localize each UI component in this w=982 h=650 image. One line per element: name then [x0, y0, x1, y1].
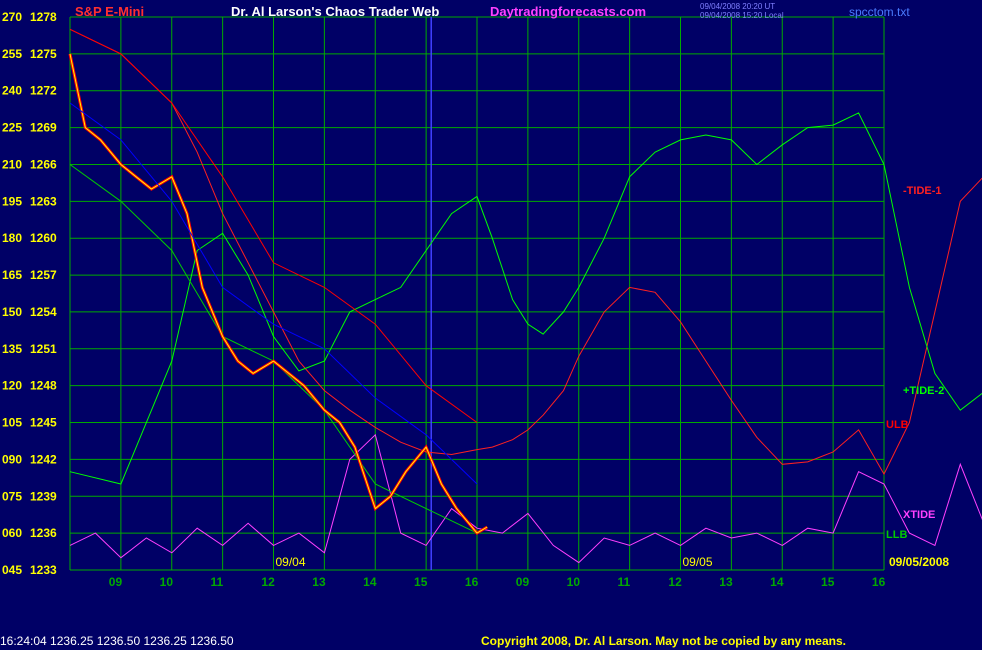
y-axis-labels: 270 255 240 225 210 195 180 165 150 135 120 105 090 0…	[2, 10, 57, 577]
y-tick-oscillator: 060	[2, 526, 22, 540]
series-label: -TIDE-1	[903, 185, 942, 197]
copyright: Copyright 2008, Dr. Al Larson. May not b…	[481, 634, 846, 648]
data-file: spcctom.txt	[849, 5, 910, 19]
blue-avg-line	[69, 102, 478, 485]
y-tick-price: 1248	[30, 379, 57, 393]
day-label: 09/04	[276, 555, 306, 569]
date-label: 09/05/2008	[889, 555, 949, 569]
y-tick-price: 1263	[30, 194, 57, 208]
x-tick-label: 11	[618, 575, 631, 589]
timestamp-ut: 09/04/2008 20:20 UT	[700, 2, 776, 11]
x-tick-label: 14	[363, 575, 377, 589]
x-tick-label: 16	[465, 575, 479, 589]
symbol-title: S&P E-Mini	[75, 4, 145, 19]
quote-readout: 16:24:04 1236.25 1236.50 1236.25 1236.50	[0, 634, 234, 648]
y-tick-oscillator: 075	[2, 489, 22, 503]
timestamp-local: 09/04/2008 15:20 Local	[700, 11, 784, 20]
x-tick-label: 09	[516, 575, 530, 589]
site-link[interactable]: Daytradingforecasts.com	[490, 4, 647, 19]
y-tick-oscillator: 240	[2, 84, 22, 98]
y-tick-price: 1266	[30, 157, 57, 171]
y-tick-price: 1269	[30, 121, 57, 135]
series-layer	[68, 28, 982, 564]
y-tick-price: 1254	[30, 305, 57, 319]
x-tick-label: 11	[211, 575, 224, 589]
y-tick-price: 1242	[30, 452, 57, 466]
chart-grid	[69, 16, 885, 571]
x-tick-label: 10	[567, 575, 581, 589]
ulb-line	[69, 28, 478, 423]
series-label: XTIDE	[903, 509, 935, 521]
y-tick-oscillator: 180	[2, 231, 22, 245]
price-close-line	[68, 53, 488, 536]
y-tick-oscillator: 045	[2, 563, 22, 577]
xtide-line	[69, 433, 982, 564]
y-tick-price: 1251	[30, 342, 57, 356]
chart-title: Dr. Al Larson's Chaos Trader Web	[231, 4, 440, 19]
tide-1-line	[69, 28, 982, 476]
y-tick-price: 1278	[30, 10, 57, 24]
y-tick-oscillator: 270	[2, 10, 22, 24]
x-tick-label: 10	[160, 575, 174, 589]
x-tick-label: 12	[668, 575, 682, 589]
tide-2-line	[69, 112, 982, 485]
y-tick-oscillator: 165	[2, 268, 22, 282]
y-tick-oscillator: 105	[2, 416, 22, 430]
day-label: 09/05	[683, 555, 713, 569]
x-tick-label: 13	[719, 575, 733, 589]
series-label: ULB	[886, 419, 909, 431]
x-tick-label: 13	[312, 575, 326, 589]
y-tick-price: 1257	[30, 268, 57, 282]
series-label: +TIDE-2	[903, 385, 944, 397]
x-tick-label: 16	[872, 575, 886, 589]
y-tick-oscillator: 255	[2, 47, 22, 61]
y-tick-price: 1272	[30, 84, 57, 98]
x-tick-label: 09	[109, 575, 123, 589]
y-tick-oscillator: 210	[2, 157, 22, 171]
series-labels: -TIDE-1 +TIDE-2 ULB XTIDE LLB	[886, 185, 944, 541]
x-axis-labels: 09 10 11 12 13 14 15 16 09 10 11 12 13 14 15 16 09/04 09/…	[109, 555, 950, 589]
y-tick-oscillator: 225	[2, 121, 22, 135]
y-tick-oscillator: 090	[2, 452, 22, 466]
x-tick-label: 14	[770, 575, 784, 589]
series-label: LLB	[886, 529, 907, 541]
x-tick-label: 15	[821, 575, 835, 589]
y-tick-price: 1245	[30, 416, 57, 430]
price-yellow-average	[69, 53, 488, 534]
x-tick-label: 12	[261, 575, 275, 589]
y-tick-price: 1260	[30, 231, 57, 245]
x-tick-label: 15	[414, 575, 428, 589]
y-tick-price: 1233	[30, 563, 57, 577]
y-tick-oscillator: 195	[2, 194, 22, 208]
y-tick-oscillator: 135	[2, 342, 22, 356]
y-tick-price: 1239	[30, 489, 57, 503]
y-tick-oscillator: 120	[2, 379, 22, 393]
y-tick-oscillator: 150	[2, 305, 22, 319]
y-tick-price: 1236	[30, 526, 57, 540]
y-tick-price: 1275	[30, 47, 57, 61]
